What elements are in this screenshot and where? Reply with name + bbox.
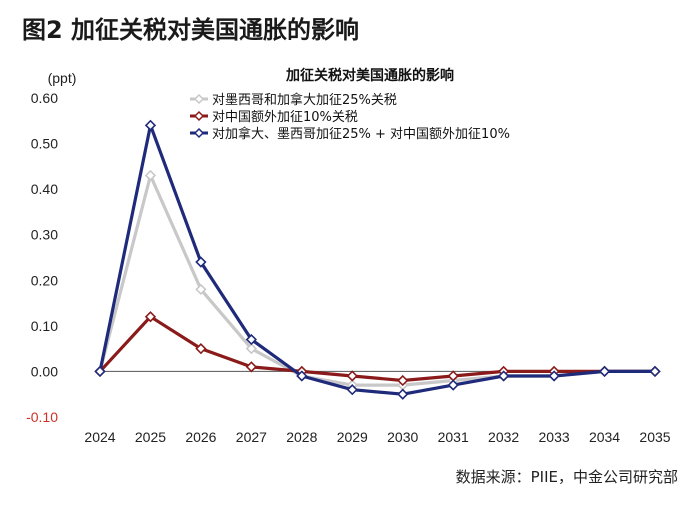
line-chart: 加征关税对美国通胀的影响 (ppt) 0.600.500.400.300.200… <box>26 67 671 445</box>
series-line-2 <box>98 315 655 383</box>
series-1-point <box>195 283 207 296</box>
figure-title: 图2 加征关税对美国通胀的影响 <box>22 16 360 44</box>
series-line-1 <box>98 173 655 387</box>
y-axis-ticks: 0.60 0.50 0.40 0.30 0.20 0.10 0.00 -0.10 <box>26 90 58 425</box>
legend-entry-3: 对加拿大、墨西哥加征25% + 对中国额外加征10% <box>212 126 510 142</box>
series-3-point <box>498 370 510 382</box>
x-tick-label: 2027 <box>236 429 267 445</box>
legend-swatch-marker <box>193 127 205 139</box>
series-3-point <box>447 379 459 391</box>
x-axis-ticks: 2024 2025 2026 2027 2028 2029 2030 2031 2032 2033… <box>84 429 670 445</box>
legend-swatch-marker <box>193 110 205 122</box>
series-3-point <box>195 256 207 268</box>
source-note: 数据来源：PIIE，中金公司研究部 <box>455 468 678 486</box>
y-tick-label: 0.40 <box>31 181 58 197</box>
x-tick-label: 2024 <box>84 429 115 445</box>
y-tick-label: 0.20 <box>31 272 58 288</box>
series-3-point <box>397 388 409 400</box>
y-tick-label: 0.60 <box>31 90 58 106</box>
legend-swatch-marker <box>193 93 205 105</box>
x-tick-label: 2035 <box>639 429 670 445</box>
y-tick-label: 0.50 <box>31 136 58 152</box>
series-3-point <box>346 384 358 396</box>
y-tick-label: 0.10 <box>31 318 58 334</box>
legend-entry-1: 对墨西哥和加拿大加征25%关税 <box>212 92 397 108</box>
series-3-point <box>548 370 560 382</box>
series-3-point <box>598 365 611 378</box>
x-tick-label: 2033 <box>539 429 570 445</box>
legend-entry-2: 对中国额外加征10%关税 <box>212 110 358 125</box>
series-3-point <box>296 370 308 382</box>
series-group <box>94 119 661 400</box>
x-tick-label: 2032 <box>488 429 519 445</box>
x-tick-label: 2029 <box>337 429 368 445</box>
y-tick-label: 0.30 <box>31 227 58 243</box>
series-line-3 <box>98 123 655 396</box>
series-1-point <box>144 169 157 182</box>
x-tick-label: 2034 <box>589 429 620 445</box>
series-2-point <box>397 374 409 387</box>
y-axis-unit-label: (ppt) <box>48 70 77 86</box>
series-2-point <box>245 361 257 373</box>
chart-title: 加征关税对美国通胀的影响 <box>285 67 454 84</box>
y-tick-label: 0.00 <box>31 363 58 379</box>
x-tick-label: 2031 <box>438 429 469 445</box>
series-2-point <box>195 343 207 355</box>
series-2-point <box>346 370 358 382</box>
x-tick-label: 2028 <box>286 429 317 445</box>
x-tick-label: 2025 <box>135 429 166 445</box>
x-tick-label: 2026 <box>185 429 216 445</box>
legend: 对墨西哥和加拿大加征25%关税对中国额外加征10%关税对加拿大、墨西哥加征25%… <box>190 92 510 142</box>
x-tick-label: 2030 <box>387 429 418 445</box>
series-3-point <box>144 119 157 131</box>
series-3-point <box>649 365 661 378</box>
y-tick-label: -0.10 <box>26 409 58 425</box>
series-3-point <box>245 333 257 346</box>
series-2-point <box>144 311 157 323</box>
series-1-point <box>245 343 257 355</box>
series-3-point <box>94 365 106 378</box>
